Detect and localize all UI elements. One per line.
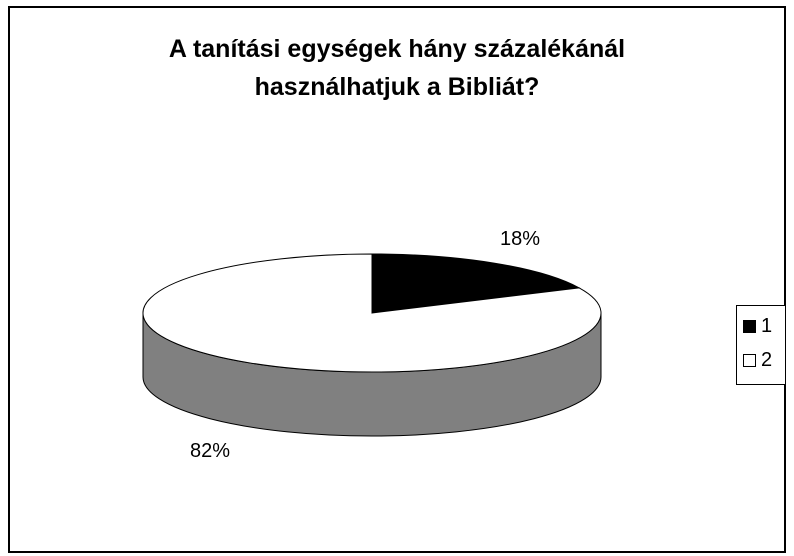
legend-swatch-1 xyxy=(743,319,756,333)
legend-swatch-2 xyxy=(743,353,756,367)
chart-title-line-2: használhatjuk a Bibliát? xyxy=(254,73,540,101)
chart-title: A tanítási egységek hány százalékánál ha… xyxy=(0,30,794,106)
legend-item-1: 1 xyxy=(743,315,772,337)
legend-item-2: 2 xyxy=(743,349,772,371)
data-label-slice-2: 82% xyxy=(190,440,231,462)
legend-label-1: 1 xyxy=(761,314,773,337)
chart-title-line-1: A tanítási egységek hány százalékánál xyxy=(168,35,626,63)
data-label-slice-1: 18% xyxy=(500,228,541,250)
legend-label-2: 2 xyxy=(761,348,773,371)
pie-slice-2 xyxy=(142,253,602,373)
pie-slice-1 xyxy=(371,253,581,314)
legend: 1 2 xyxy=(736,305,786,385)
